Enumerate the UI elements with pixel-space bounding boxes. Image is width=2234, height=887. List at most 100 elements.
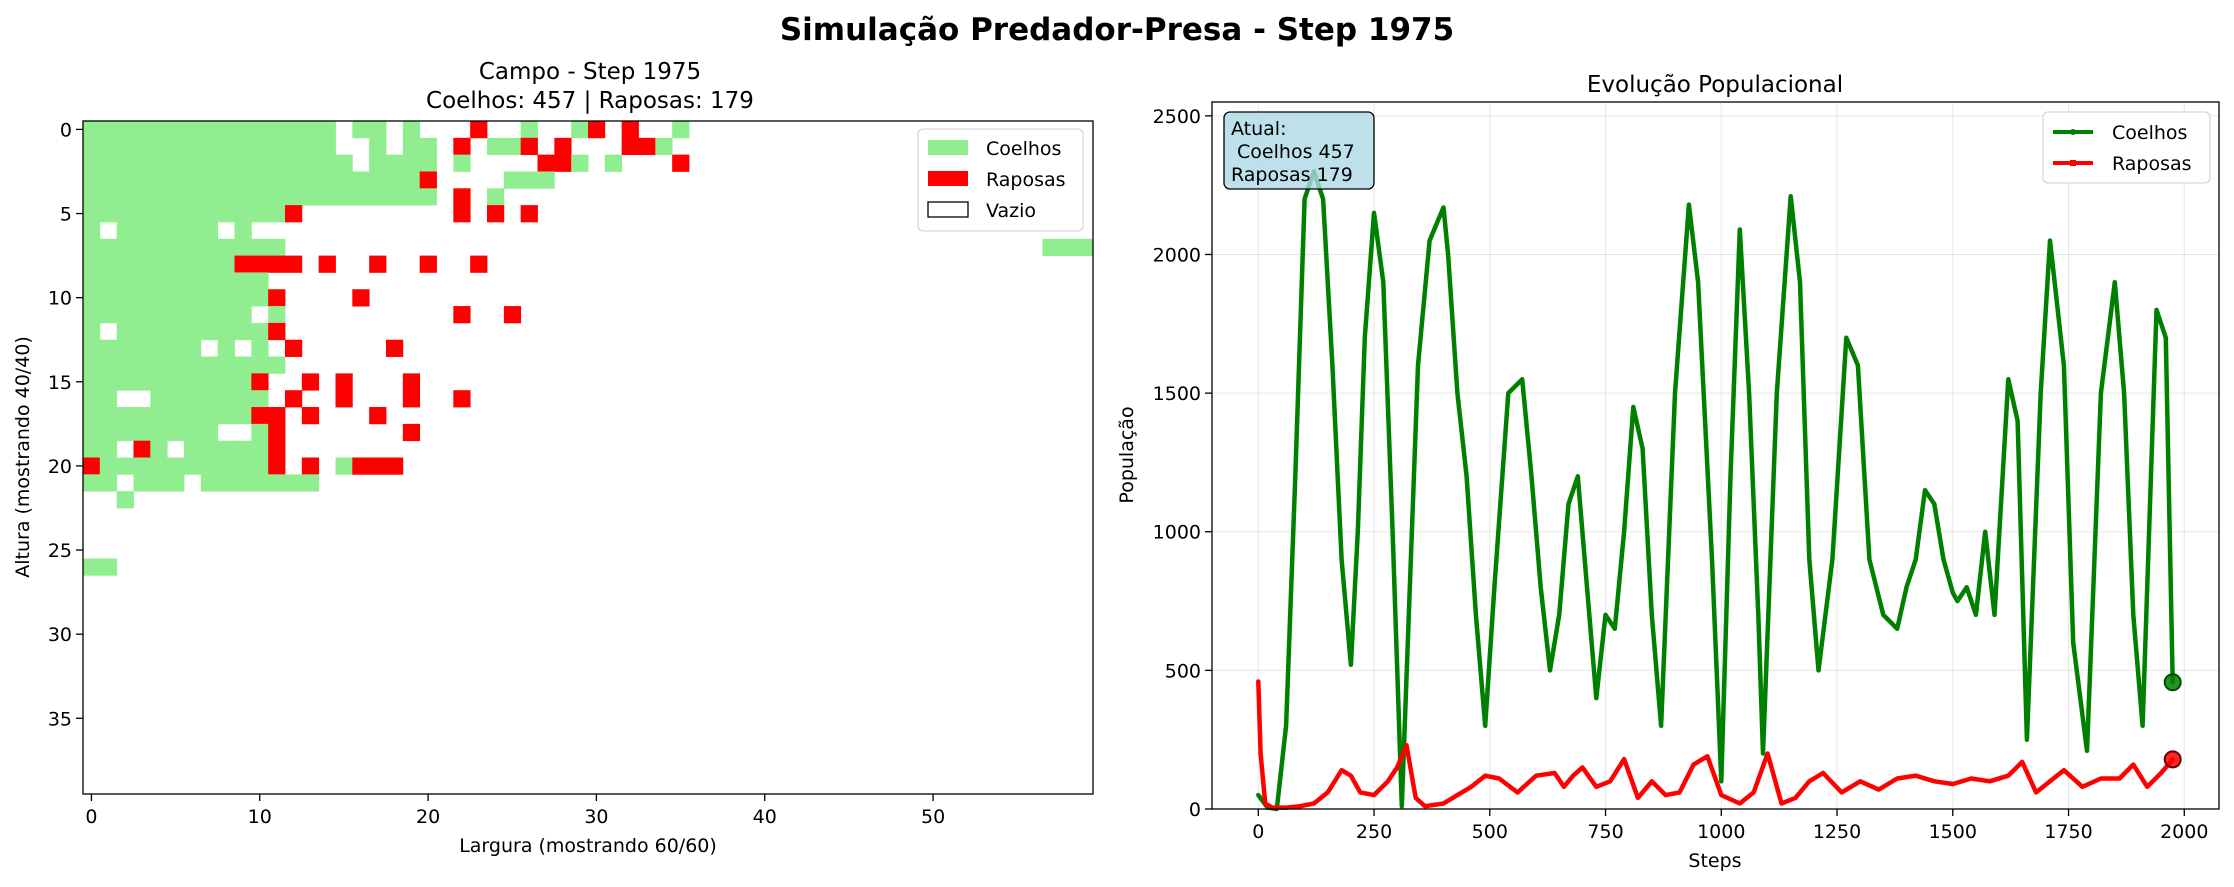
cell-coelho bbox=[200, 390, 219, 408]
field-x-tick-label: 20 bbox=[416, 806, 440, 828]
cell-coelho bbox=[200, 407, 219, 425]
cell-coelho bbox=[99, 423, 118, 442]
cell-coelho bbox=[133, 339, 151, 357]
cell-coelho bbox=[217, 407, 235, 425]
field-x-tick-label: 0 bbox=[85, 806, 97, 828]
field-y-tick-label: 20 bbox=[48, 456, 72, 478]
cell-coelho bbox=[200, 121, 219, 139]
cell-coelho bbox=[571, 121, 589, 139]
cell-coelho bbox=[268, 205, 286, 223]
cell-coelho bbox=[251, 137, 269, 156]
cell-coelho bbox=[150, 121, 168, 139]
cell-coelho bbox=[301, 154, 320, 172]
cell-coelho bbox=[200, 137, 219, 156]
cell-coelho bbox=[99, 154, 118, 172]
field-x-ticks: 0 10 20 30 40 50 bbox=[85, 794, 945, 828]
cell-coelho bbox=[1042, 238, 1060, 256]
cell-coelho bbox=[150, 238, 168, 256]
cell-coelho bbox=[335, 457, 353, 475]
cell-coelho bbox=[99, 188, 118, 206]
population-panel: Evolução Populacional 0 250 500 750 1000 1250… bbox=[1116, 72, 2220, 872]
cell-coelho bbox=[133, 306, 151, 324]
cell-coelho bbox=[167, 322, 185, 341]
legend-label-coelhos-line: Coelhos bbox=[2112, 122, 2187, 144]
field-frame bbox=[82, 120, 1094, 795]
cell-coelho bbox=[217, 373, 235, 391]
cell-raposa bbox=[386, 339, 404, 357]
field-y-tick-label: 25 bbox=[48, 540, 72, 562]
cell-coelho bbox=[184, 356, 202, 374]
cell-coelho bbox=[318, 137, 336, 156]
cell-coelho bbox=[217, 289, 235, 307]
cell-coelho bbox=[318, 188, 336, 206]
field-y-ticks: 0 5 10 15 20 25 30 35 bbox=[48, 119, 83, 730]
cell-coelho bbox=[167, 356, 185, 374]
cell-coelho bbox=[184, 154, 202, 172]
cell-coelho bbox=[167, 221, 185, 240]
population-y-tick-label: 2500 bbox=[1153, 106, 1201, 128]
cell-raposa bbox=[520, 205, 538, 223]
cell-coelho bbox=[268, 154, 286, 172]
population-x-tick-label: 250 bbox=[1356, 821, 1392, 843]
cell-coelho bbox=[200, 322, 219, 341]
cell-coelho bbox=[419, 137, 437, 156]
cell-raposa bbox=[537, 154, 555, 172]
cell-coelho bbox=[184, 255, 202, 273]
cell-coelho bbox=[200, 474, 219, 492]
cell-raposa bbox=[268, 457, 286, 475]
cell-coelho bbox=[503, 137, 522, 156]
field-x-tick-label: 30 bbox=[584, 806, 608, 828]
cell-raposa bbox=[554, 137, 572, 156]
cell-coelho bbox=[217, 457, 235, 475]
cell-coelho bbox=[200, 289, 219, 307]
population-x-tick-label: 2000 bbox=[2160, 821, 2208, 843]
cell-coelho bbox=[116, 272, 134, 290]
cell-coelho bbox=[184, 137, 202, 156]
field-y-tick-label: 10 bbox=[48, 288, 72, 310]
cell-coelho bbox=[200, 306, 219, 324]
series-line-coelhos bbox=[1256, 169, 2175, 812]
cell-coelho bbox=[200, 255, 219, 273]
cell-coelho bbox=[217, 474, 235, 492]
cell-coelho bbox=[285, 154, 303, 172]
cell-coelho bbox=[116, 121, 134, 139]
cell-coelho bbox=[200, 356, 219, 374]
cell-coelho bbox=[234, 407, 252, 425]
cell-coelho bbox=[133, 121, 151, 139]
cell-coelho bbox=[251, 356, 269, 374]
cell-coelho bbox=[200, 373, 219, 391]
cell-coelho bbox=[200, 440, 219, 458]
cell-coelho bbox=[386, 171, 404, 189]
annotation-line1: Atual: bbox=[1231, 118, 1286, 140]
cell-coelho bbox=[487, 137, 505, 156]
cell-raposa bbox=[621, 137, 639, 156]
cell-coelho bbox=[268, 306, 286, 324]
cell-coelho bbox=[167, 154, 185, 172]
cell-coelho bbox=[133, 171, 151, 189]
cell-coelho bbox=[234, 221, 252, 240]
cell-coelho bbox=[167, 306, 185, 324]
cell-coelho bbox=[217, 255, 235, 273]
cell-coelho bbox=[150, 289, 168, 307]
cell-raposa bbox=[470, 255, 488, 273]
field-legend: Coelhos Raposas Vazio bbox=[917, 128, 1084, 232]
cell-coelho bbox=[133, 457, 151, 475]
cell-coelho bbox=[234, 205, 252, 223]
cell-coelho bbox=[133, 423, 151, 442]
cell-coelho bbox=[369, 121, 387, 139]
cell-coelho bbox=[318, 121, 336, 139]
cell-coelho bbox=[268, 171, 286, 189]
cell-coelho bbox=[83, 322, 101, 341]
population-y-ticks: 0 500 1000 1500 2000 2500 bbox=[1153, 106, 1212, 821]
cell-coelho bbox=[234, 289, 252, 307]
cell-raposa bbox=[268, 440, 286, 458]
population-x-tick-label: 1500 bbox=[1929, 821, 1977, 843]
cell-coelho bbox=[116, 373, 134, 391]
cell-raposa bbox=[453, 188, 471, 206]
cell-raposa bbox=[335, 390, 353, 408]
cell-coelho bbox=[604, 154, 623, 172]
cell-coelho bbox=[99, 121, 118, 139]
cell-coelho bbox=[133, 255, 151, 273]
cell-coelho bbox=[217, 390, 235, 408]
population-y-tick-label: 2000 bbox=[1153, 244, 1201, 266]
